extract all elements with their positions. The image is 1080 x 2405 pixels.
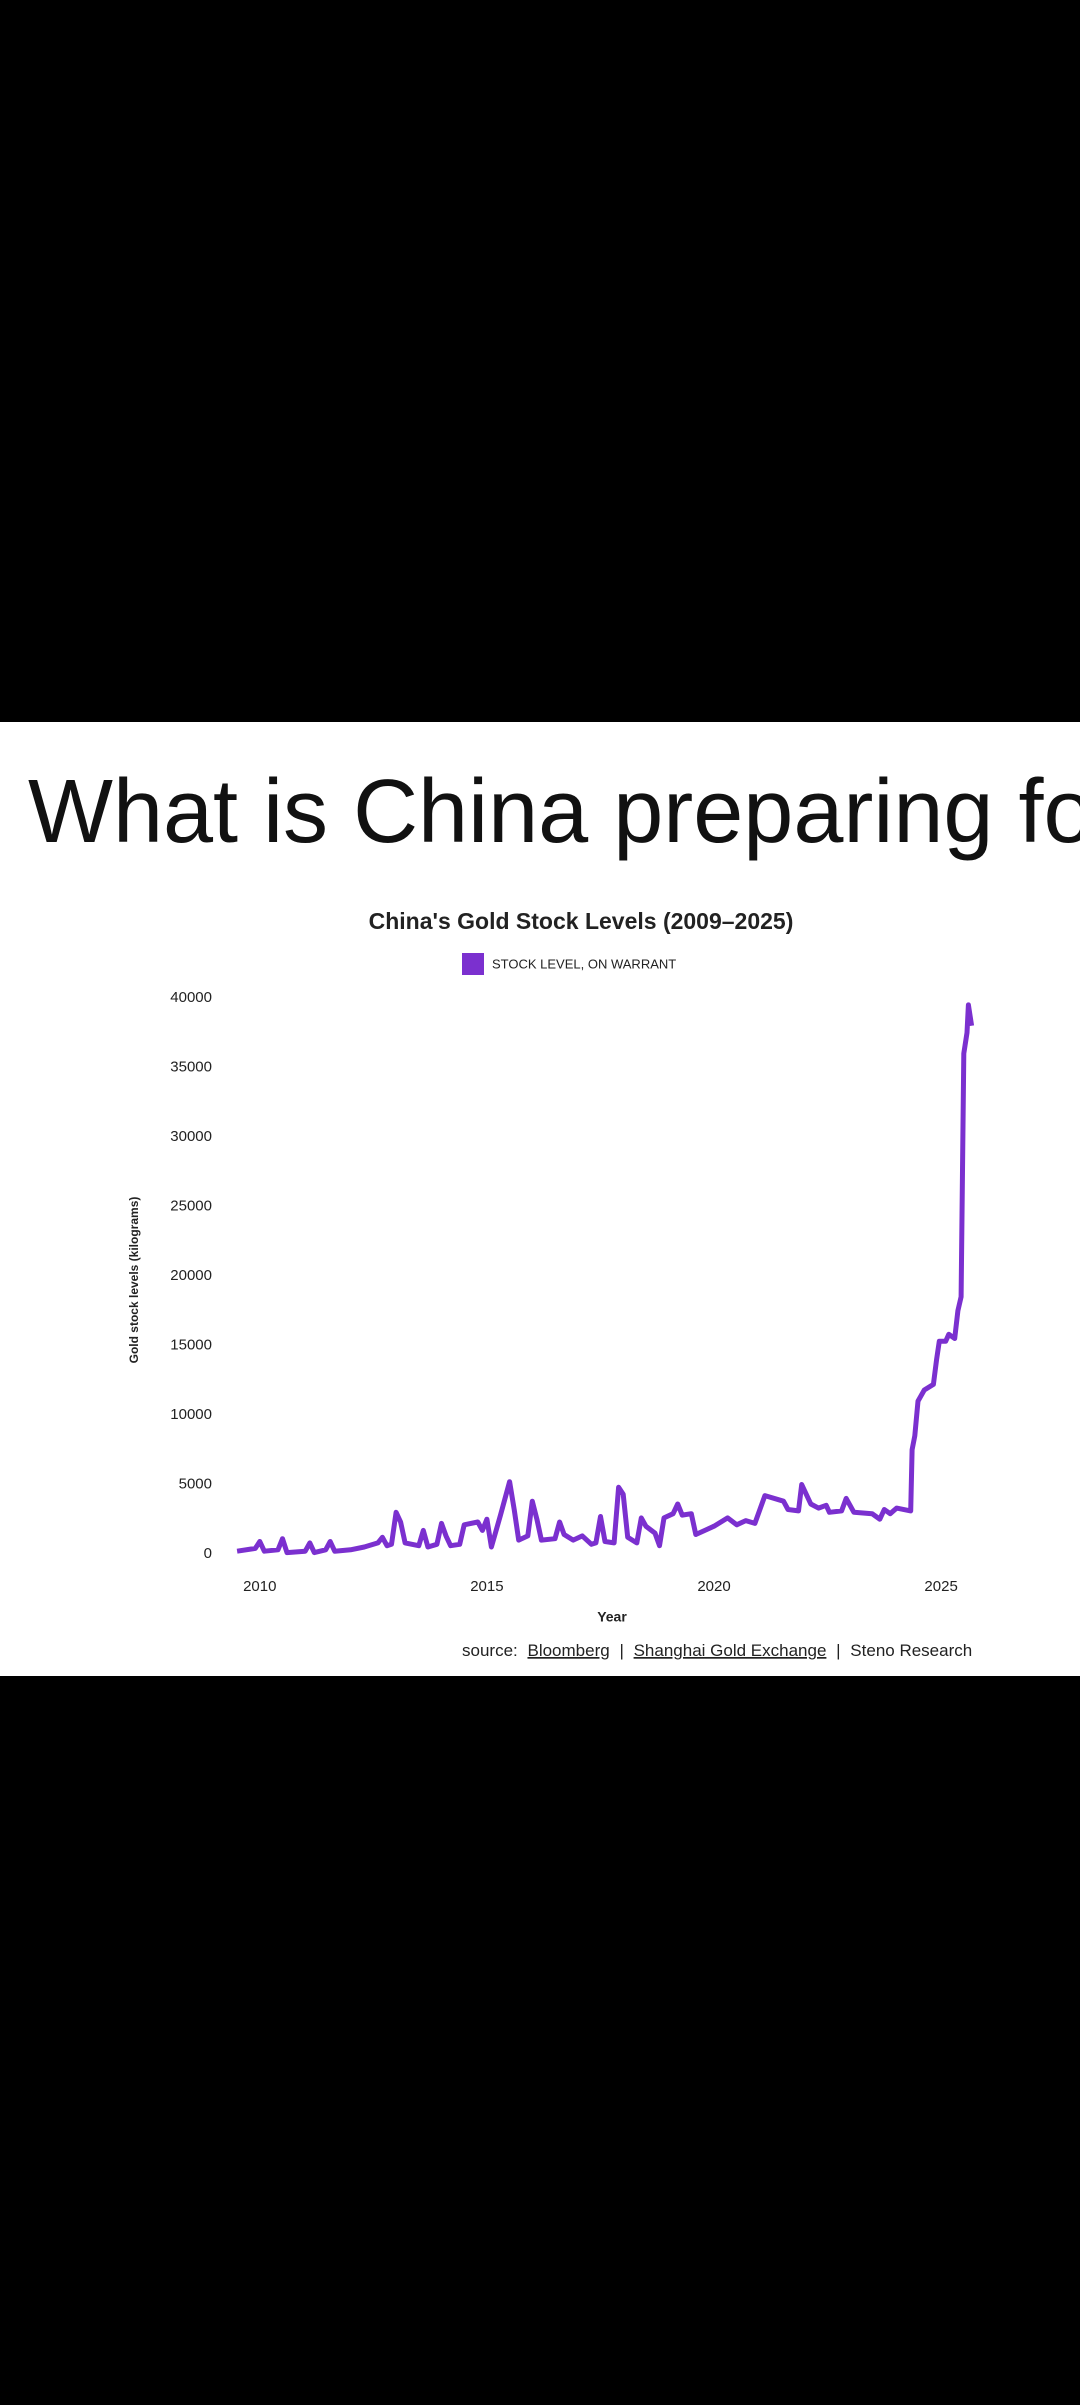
y-tick-label: 5000 [179, 1475, 212, 1492]
y-axis-label: Gold stock levels (kilograms) [127, 1197, 141, 1364]
legend-label: STOCK LEVEL, ON WARRANT [492, 956, 676, 971]
legend-swatch [462, 953, 484, 975]
y-tick-label: 0 [204, 1545, 212, 1562]
chart-title: China's Gold Stock Levels (2009–2025) [369, 908, 794, 934]
slide [0, 722, 1080, 1676]
y-tick-label: 10000 [170, 1406, 212, 1423]
source-text: Steno Research [850, 1641, 972, 1660]
separator: | [836, 1641, 840, 1660]
source-link[interactable]: Bloomberg [527, 1641, 609, 1660]
y-tick-label: 25000 [170, 1197, 212, 1214]
x-axis-label: Year [597, 1609, 627, 1625]
source-prefix: source: [462, 1641, 518, 1660]
y-tick-label: 20000 [170, 1267, 212, 1284]
x-tick-label: 2025 [924, 1578, 957, 1595]
slide-title: What is China preparing for? [28, 762, 1080, 862]
source-link[interactable]: Shanghai Gold Exchange [634, 1641, 827, 1660]
x-tick-label: 2015 [470, 1578, 503, 1595]
data-line [236, 1002, 975, 1556]
x-tick-label: 2010 [243, 1578, 276, 1595]
y-tick-label: 35000 [170, 1058, 212, 1075]
y-tick-label: 15000 [170, 1336, 212, 1353]
source: source: Bloomberg | Shanghai Gold Exchan… [462, 1641, 972, 1660]
y-tick-label: 40000 [170, 989, 212, 1006]
y-tick-label: 30000 [170, 1128, 212, 1145]
separator: | [619, 1641, 623, 1660]
x-tick-label: 2020 [697, 1578, 730, 1595]
